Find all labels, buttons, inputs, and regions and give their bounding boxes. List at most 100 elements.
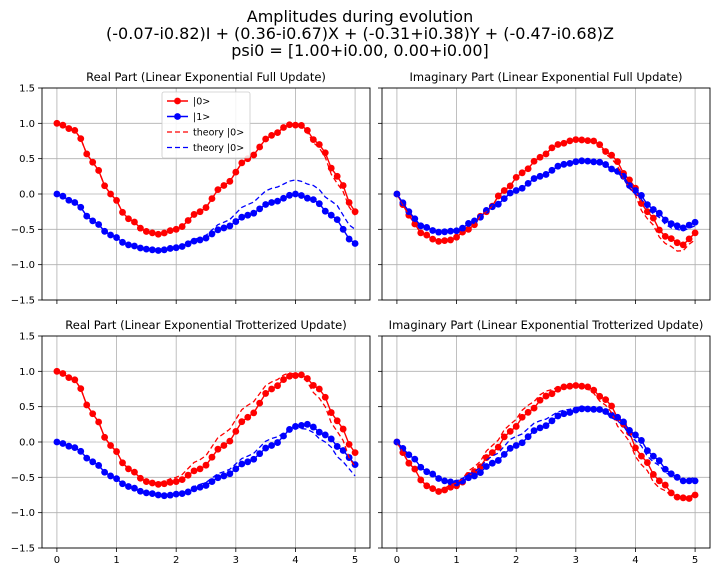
- data-point: [429, 485, 437, 493]
- data-point: [626, 426, 633, 434]
- title-line: (-0.07-i0.82)I + (0.36-i0.67)X + (-0.31+…: [106, 24, 614, 43]
- data-point: [309, 196, 317, 204]
- data-point: [256, 399, 264, 407]
- y-tick-label: 1.0: [19, 119, 35, 130]
- data-point: [327, 164, 335, 172]
- data-point: [465, 474, 472, 482]
- data-point: [441, 486, 449, 494]
- data-point: [667, 235, 675, 243]
- y-tick-label: 0.0: [19, 190, 35, 201]
- data-point: [632, 431, 639, 439]
- data-point: [53, 119, 61, 127]
- data-point: [148, 479, 156, 487]
- data-point: [214, 445, 222, 453]
- data-point: [482, 463, 490, 470]
- data-point: [262, 390, 270, 397]
- data-point: [315, 200, 323, 208]
- data-point: [286, 191, 293, 199]
- x-tick-label: 4: [632, 555, 638, 566]
- data-point: [673, 473, 681, 481]
- data-point: [131, 242, 138, 250]
- data-point: [482, 454, 490, 461]
- x-tick-label: 3: [573, 555, 579, 566]
- data-point: [238, 418, 246, 426]
- y-tick-label: 0.5: [19, 402, 35, 413]
- data-point: [292, 190, 299, 198]
- data-point: [321, 149, 329, 157]
- data-point: [608, 402, 615, 410]
- data-point: [298, 371, 305, 379]
- data-point: [53, 438, 61, 446]
- subplot-title: Imaginary Part (Linear Exponential Full …: [409, 70, 682, 84]
- data-point: [691, 491, 699, 499]
- x-tick-label: 2: [513, 555, 519, 566]
- data-point: [286, 372, 293, 380]
- data-point: [518, 413, 526, 421]
- x-tick-label: 1: [453, 555, 459, 566]
- data-point: [626, 176, 633, 184]
- data-point: [560, 139, 568, 147]
- data-point: [584, 157, 592, 165]
- data-point: [638, 437, 645, 444]
- data-point: [524, 408, 532, 416]
- data-point: [602, 148, 610, 155]
- data-point: [309, 423, 317, 431]
- data-point: [154, 230, 162, 238]
- legend-label: theory |0>: [193, 128, 244, 139]
- data-point: [190, 237, 198, 245]
- data-point: [286, 121, 293, 129]
- data-point: [321, 431, 329, 439]
- data-point: [494, 457, 502, 464]
- data-point: [315, 141, 323, 148]
- data-point: [447, 236, 454, 244]
- data-point: [280, 194, 287, 202]
- chart-panel: 0 1 2 3 4 5 −1.5 −1.0 −0.5 0.0 0.5 1.0 1.5 Real Part …: [11, 318, 371, 566]
- data-point: [238, 460, 246, 468]
- data-point: [441, 237, 449, 245]
- data-point: [274, 382, 281, 390]
- data-point: [190, 467, 198, 475]
- data-point: [596, 141, 604, 149]
- x-tick-label: 2: [173, 555, 179, 566]
- data-point: [154, 491, 162, 499]
- data-point: [303, 420, 311, 428]
- series-markers: [393, 405, 699, 487]
- data-point: [250, 209, 258, 217]
- data-point: [447, 483, 454, 491]
- data-point: [327, 211, 335, 219]
- theory-line: [56, 370, 356, 484]
- theory-line: [396, 384, 696, 500]
- data-point: [59, 440, 67, 447]
- data-point: [649, 214, 657, 222]
- data-point: [494, 443, 502, 451]
- data-point: [327, 409, 335, 416]
- x-tick-label: 0: [54, 555, 60, 566]
- data-point: [327, 435, 335, 443]
- legend-label: |1>: [193, 112, 210, 123]
- data-point: [125, 483, 132, 490]
- data-point: [655, 209, 663, 217]
- data-point: [178, 490, 186, 497]
- data-point: [500, 450, 508, 458]
- data-point: [220, 472, 228, 480]
- data-point: [643, 459, 651, 466]
- data-point: [274, 439, 281, 446]
- data-point: [685, 221, 693, 229]
- legend-marker: [174, 113, 181, 120]
- data-point: [184, 488, 192, 496]
- data-point: [471, 472, 478, 480]
- data-point: [166, 478, 174, 486]
- data-point: [315, 385, 323, 393]
- y-tick-label: −1.5: [11, 544, 35, 555]
- series-line: [56, 193, 356, 252]
- data-point: [351, 208, 359, 216]
- data-point: [566, 409, 574, 416]
- theory-line: [56, 179, 356, 252]
- data-point: [321, 393, 329, 401]
- data-point: [208, 453, 216, 461]
- data-point: [172, 478, 180, 485]
- data-point: [59, 121, 67, 129]
- x-tick-label: 3: [233, 555, 239, 566]
- data-point: [220, 224, 228, 232]
